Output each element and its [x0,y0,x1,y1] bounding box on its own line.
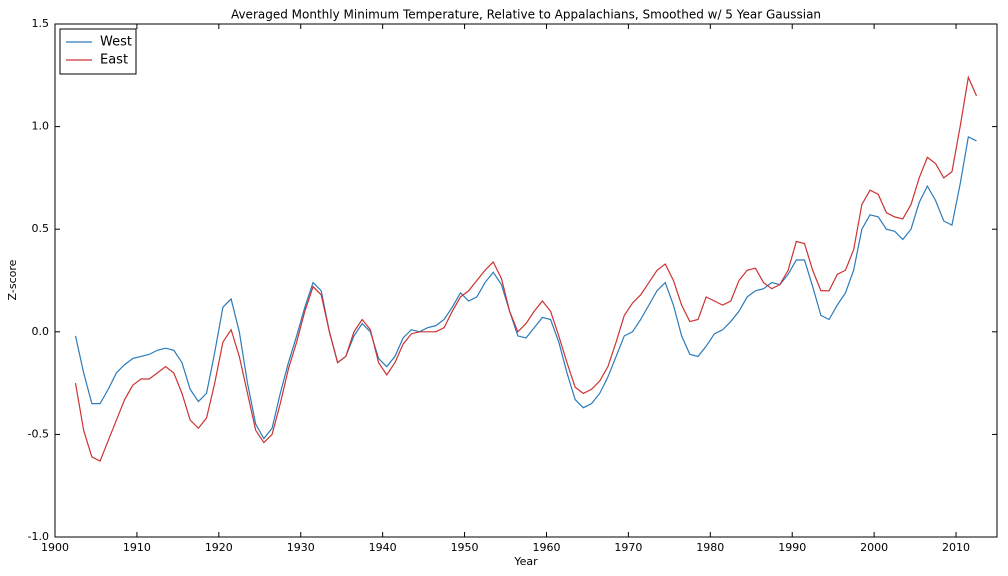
plot-frame [54,23,998,538]
x-tick-label: 1940 [369,541,397,554]
x-tick-label: 1920 [205,541,233,554]
x-tick-label: 1910 [123,541,151,554]
y-tick-label: -0.5 [28,427,49,440]
y-tick-label: 1.5 [32,17,50,30]
legend-box [59,28,137,75]
x-tick-label: 1970 [614,541,642,554]
x-tick-label: 2000 [860,541,888,554]
data-line [74,135,977,440]
data-line [74,75,978,462]
y-tick-label: 0.5 [32,222,50,235]
chart-title: Averaged Monthly Minimum Temperature, Re… [231,8,821,22]
y-tick-label: 0.0 [32,325,50,338]
x-tick-label: 1980 [696,541,724,554]
x-axis-label: Year [513,555,538,568]
x-tick-label: 1950 [451,541,479,554]
y-axis-label: Z-score [6,259,19,300]
x-tick-label: 1990 [778,541,806,554]
legend-label: West [100,35,132,50]
x-tick-label: 1900 [41,541,69,554]
x-tick-label: 1930 [287,541,315,554]
y-tick-label: -1.0 [28,530,49,543]
x-tick-label: 1960 [532,541,560,554]
legend-label: East [100,53,128,68]
x-tick-label: 2010 [942,541,970,554]
y-tick-label: 1.0 [32,120,50,133]
